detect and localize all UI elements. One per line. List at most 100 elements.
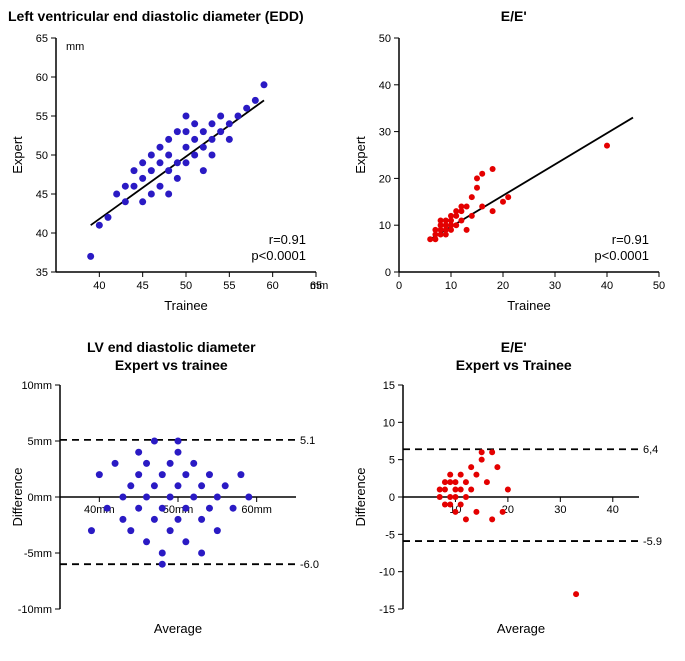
data-point <box>448 213 454 219</box>
data-point <box>159 504 166 511</box>
data-point <box>175 437 182 444</box>
x-axis-label: Average <box>496 621 544 636</box>
data-point <box>183 128 190 135</box>
svg-text:30: 30 <box>378 127 390 139</box>
svg-text:60mm: 60mm <box>241 504 272 516</box>
data-point <box>237 471 244 478</box>
stat-p: p<0.0001 <box>594 248 649 263</box>
data-point <box>441 486 447 492</box>
data-point <box>217 128 224 135</box>
svg-text:30: 30 <box>554 504 566 516</box>
svg-text:0mm: 0mm <box>28 492 52 504</box>
lower-loa-label: -6.0 <box>300 559 319 571</box>
unit-label-x: mm <box>310 280 328 292</box>
stat-r: r=0.91 <box>269 232 306 247</box>
data-point <box>157 183 164 190</box>
data-point <box>105 214 112 221</box>
data-point <box>104 504 111 511</box>
data-point <box>112 459 119 466</box>
data-point <box>474 185 480 191</box>
data-point <box>148 152 155 159</box>
data-point <box>463 203 469 209</box>
data-point <box>468 486 474 492</box>
panel-a-title: Left ventricular end diastolic diameter … <box>8 8 335 24</box>
data-point <box>191 136 198 143</box>
svg-text:20: 20 <box>378 173 390 185</box>
data-point <box>200 144 207 151</box>
data-point <box>143 459 150 466</box>
data-point <box>135 504 142 511</box>
panel-edd-ba: LV end diastolic diameter Expert vs trai… <box>0 331 343 661</box>
data-point <box>489 449 495 455</box>
data-point <box>191 152 198 159</box>
data-point <box>468 464 474 470</box>
data-point <box>473 471 479 477</box>
data-point <box>143 493 150 500</box>
data-point <box>214 493 221 500</box>
panel-c-title1: LV end diastolic diameter <box>8 339 335 355</box>
data-point <box>131 167 138 174</box>
svg-text:5mm: 5mm <box>28 436 52 448</box>
svg-text:0: 0 <box>384 267 390 279</box>
svg-text:-5: -5 <box>385 529 395 541</box>
data-point <box>159 471 166 478</box>
data-point <box>159 560 166 567</box>
svg-text:35: 35 <box>36 267 48 279</box>
panel-c-title2: Expert vs trainee <box>8 357 335 373</box>
panel-b-title: E/E' <box>351 8 678 24</box>
x-axis-label: Trainee <box>507 298 551 313</box>
data-point <box>468 213 474 219</box>
upper-loa-label: 5.1 <box>300 434 315 446</box>
y-axis-label: Expert <box>10 136 25 174</box>
data-point <box>159 549 166 556</box>
data-point <box>190 459 197 466</box>
data-point <box>437 218 443 224</box>
data-point <box>122 183 129 190</box>
data-point <box>604 143 610 149</box>
data-point <box>206 504 213 511</box>
data-point <box>478 456 484 462</box>
data-point <box>447 494 453 500</box>
data-point <box>478 449 484 455</box>
data-point <box>483 479 489 485</box>
data-point <box>209 152 216 159</box>
data-point <box>174 175 181 182</box>
data-point <box>175 448 182 455</box>
x-axis-label: Average <box>154 621 202 636</box>
data-point <box>457 501 463 507</box>
data-point <box>235 113 242 120</box>
svg-text:-10mm: -10mm <box>18 604 52 616</box>
panel-d-title2: Expert vs Trainee <box>351 357 678 373</box>
svg-text:40: 40 <box>378 80 390 92</box>
data-point <box>505 194 511 200</box>
data-point <box>452 486 458 492</box>
svg-text:10: 10 <box>382 417 394 429</box>
data-point <box>167 493 174 500</box>
data-point <box>489 166 495 172</box>
svg-text:10mm: 10mm <box>21 380 52 392</box>
data-point <box>198 515 205 522</box>
stat-r: r=0.91 <box>611 232 648 247</box>
data-point <box>143 538 150 545</box>
data-point <box>198 549 205 556</box>
data-point <box>441 501 447 507</box>
panel-d-title1: E/E' <box>351 339 678 355</box>
data-point <box>167 459 174 466</box>
data-point <box>175 515 182 522</box>
data-point <box>157 144 164 151</box>
data-point <box>230 504 237 511</box>
data-point <box>200 128 207 135</box>
svg-text:40: 40 <box>93 280 105 292</box>
data-point <box>452 479 458 485</box>
stat-p: p<0.0001 <box>251 248 306 263</box>
data-point <box>119 493 126 500</box>
data-point <box>462 479 468 485</box>
data-point <box>191 120 198 127</box>
data-point <box>198 482 205 489</box>
data-point <box>127 482 134 489</box>
data-point <box>174 128 181 135</box>
ba-plot-edd: -10mm-5mm0mm5mm10mm40mm50mm60mm5.1-6.0Av… <box>8 375 328 645</box>
data-point <box>226 120 233 127</box>
data-point <box>462 516 468 522</box>
data-point <box>148 191 155 198</box>
